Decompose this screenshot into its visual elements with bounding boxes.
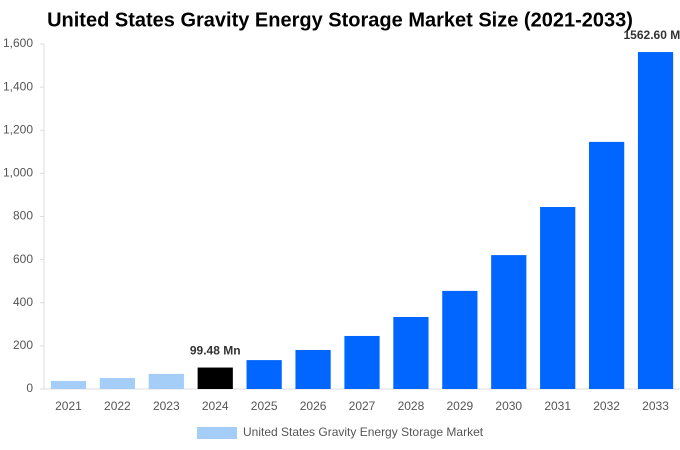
x-tick-label: 2027 xyxy=(349,399,376,413)
legend-label: United States Gravity Energy Storage Mar… xyxy=(243,425,484,439)
bar xyxy=(197,367,233,389)
bar xyxy=(50,381,87,389)
y-tick-label: 400 xyxy=(13,295,33,309)
y-tick-label: 1,200 xyxy=(3,122,33,136)
x-tick-label: 2026 xyxy=(300,399,327,413)
x-tick-label: 2033 xyxy=(642,399,669,413)
x-tick-label: 2022 xyxy=(104,399,131,413)
x-tick-label: 2021 xyxy=(55,399,82,413)
bar xyxy=(99,378,135,389)
x-tick-label: 2025 xyxy=(251,399,278,413)
bar xyxy=(344,335,380,389)
y-tick-label: 1,600 xyxy=(3,36,33,50)
bar xyxy=(393,316,429,389)
x-tick-label: 2032 xyxy=(593,399,620,413)
y-tick-label: 0 xyxy=(26,381,33,395)
bar xyxy=(589,141,625,389)
value-label: 1562.60 Mn xyxy=(624,28,680,42)
x-tick-label: 2031 xyxy=(544,399,571,413)
bar xyxy=(442,290,478,389)
x-tick-label: 2024 xyxy=(202,399,229,413)
chart-title: United States Gravity Energy Storage Mar… xyxy=(47,9,633,31)
y-tick-label: 1,000 xyxy=(3,166,33,180)
x-tick-label: 2030 xyxy=(495,399,522,413)
y-tick-label: 200 xyxy=(13,338,33,352)
x-tick-label: 2023 xyxy=(153,399,180,413)
bar xyxy=(295,349,331,389)
x-tick-label: 2029 xyxy=(446,399,473,413)
y-tick-label: 800 xyxy=(13,209,33,223)
y-tick-label: 1,400 xyxy=(3,79,33,93)
bar xyxy=(491,255,527,389)
value-label: 99.48 Mn xyxy=(190,344,241,358)
x-tick-label: 2028 xyxy=(398,399,425,413)
bar xyxy=(148,373,184,389)
bar xyxy=(637,52,674,390)
y-tick-label: 600 xyxy=(13,252,33,266)
legend-swatch xyxy=(197,427,237,439)
bar xyxy=(246,360,282,389)
bar xyxy=(540,207,576,389)
